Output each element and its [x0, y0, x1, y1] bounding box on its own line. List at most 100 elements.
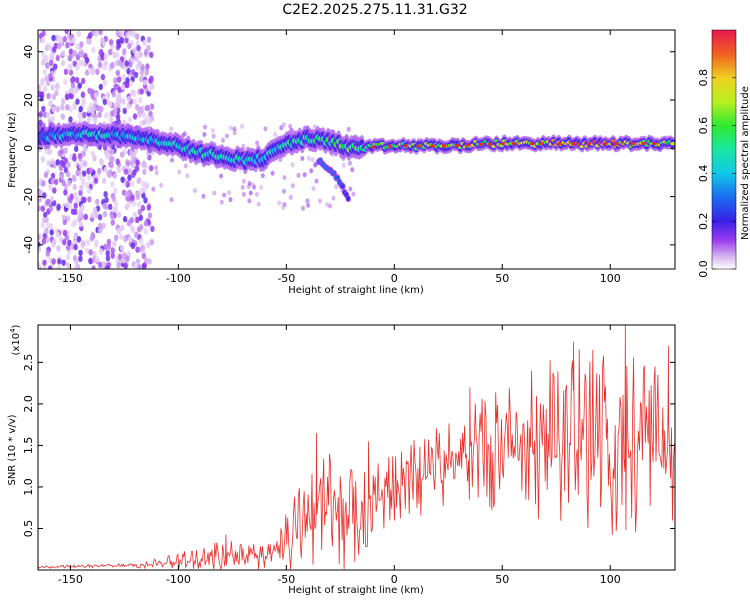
noise-blob [59, 148, 65, 155]
spectrogram-y-ticks: -40 -20 0 20 40 [22, 45, 675, 254]
noise-blob [49, 59, 54, 66]
x-tick-label: -100 [166, 272, 191, 285]
noise-blob [132, 211, 137, 218]
x-tick-label: -50 [277, 272, 295, 285]
noise-blob [51, 258, 56, 265]
noise-blob [151, 186, 156, 192]
noise-blob [125, 180, 131, 188]
noise-blob [132, 98, 138, 105]
noise-blob [56, 245, 61, 252]
noise-blob [135, 40, 140, 47]
noise-blob [65, 254, 71, 261]
noise-blob [78, 189, 83, 197]
noise-blob [112, 206, 117, 214]
noise-blob [89, 105, 95, 113]
noise-blob [281, 188, 286, 194]
y-tick-label: 2.0 [22, 395, 35, 413]
spectrogram-marks [38, 30, 675, 269]
noise-blob [147, 212, 153, 219]
y-tick-label: 2.5 [22, 354, 35, 372]
noise-blob [116, 261, 122, 269]
track-peak [641, 141, 646, 146]
y-tick-label: 0.5 [22, 520, 35, 538]
track-peak [652, 141, 657, 146]
x-tick-label: 50 [495, 573, 509, 586]
noise-blob [302, 172, 307, 178]
noise-blob [38, 84, 41, 91]
noise-blob [106, 243, 112, 250]
noise-blob [350, 167, 355, 173]
noise-blob [141, 105, 146, 112]
noise-blob [79, 184, 84, 191]
noise-blob [108, 48, 113, 56]
noise-blob [130, 159, 135, 166]
spectrogram-frame [37, 29, 676, 270]
noise-blob [114, 200, 119, 208]
noise-blob [103, 166, 108, 173]
noise-blob [136, 45, 141, 52]
noise-blob [145, 63, 150, 70]
noise-blob [73, 243, 78, 251]
colorbar-tick-label: 0.6 [697, 117, 710, 135]
noise-blob [112, 172, 118, 179]
noise-blob [70, 82, 76, 89]
noise-blob [102, 177, 107, 184]
noise-blob [115, 69, 121, 77]
noise-blob [135, 193, 141, 200]
noise-blob [109, 161, 114, 168]
noise-blob [100, 73, 106, 81]
noise-blob [72, 49, 77, 57]
track-peak [630, 141, 635, 146]
noise-blob [83, 145, 88, 153]
noise-blob [141, 192, 146, 199]
noise-blob [48, 72, 53, 80]
noise-blob [120, 224, 125, 232]
noise-blob [83, 213, 89, 221]
noise-blob [72, 183, 77, 191]
noise-blob [73, 202, 78, 209]
noise-blob [125, 32, 130, 39]
noise-blob [72, 103, 77, 110]
noise-blob [263, 126, 268, 132]
noise-blob [61, 214, 67, 221]
noise-blob [154, 165, 159, 171]
noise-blob [116, 113, 121, 121]
noise-blob [70, 87, 75, 95]
noise-blob [119, 244, 125, 252]
noise-blob [97, 61, 103, 69]
noise-blob [117, 253, 123, 260]
noise-blob [55, 106, 60, 113]
noise-blob [290, 162, 295, 168]
noise-blob [77, 152, 83, 160]
y-tick-label: 1.5 [22, 437, 35, 455]
noise-blob [139, 69, 144, 76]
noise-blob [103, 35, 108, 43]
noise-blob [94, 239, 99, 246]
noise-blob [50, 158, 55, 165]
noise-blob [74, 258, 79, 265]
noise-blob [117, 59, 123, 67]
noise-blob [74, 263, 79, 269]
noise-blob [38, 90, 42, 98]
noise-blob [102, 210, 108, 218]
track-peak [441, 144, 447, 148]
noise-blob [134, 231, 139, 239]
noise-blob [60, 60, 66, 67]
noise-blob [88, 257, 93, 265]
noise-blob [111, 196, 117, 203]
noise-blob [125, 190, 130, 198]
noise-blob [143, 79, 148, 86]
noise-blob [48, 205, 54, 212]
noise-blob [123, 168, 129, 175]
noise-blob [110, 156, 115, 163]
noise-blob [119, 151, 125, 158]
noise-blob [70, 208, 76, 215]
secondary-track-core [346, 196, 350, 201]
track-core [670, 141, 675, 146]
snr-y-axis-title: SNR (10 * v/v) [7, 414, 18, 485]
noise-blob [50, 115, 55, 123]
noise-blob [38, 119, 43, 126]
noise-blob [63, 68, 69, 76]
noise-blob [141, 161, 147, 168]
noise-blob [42, 192, 47, 199]
